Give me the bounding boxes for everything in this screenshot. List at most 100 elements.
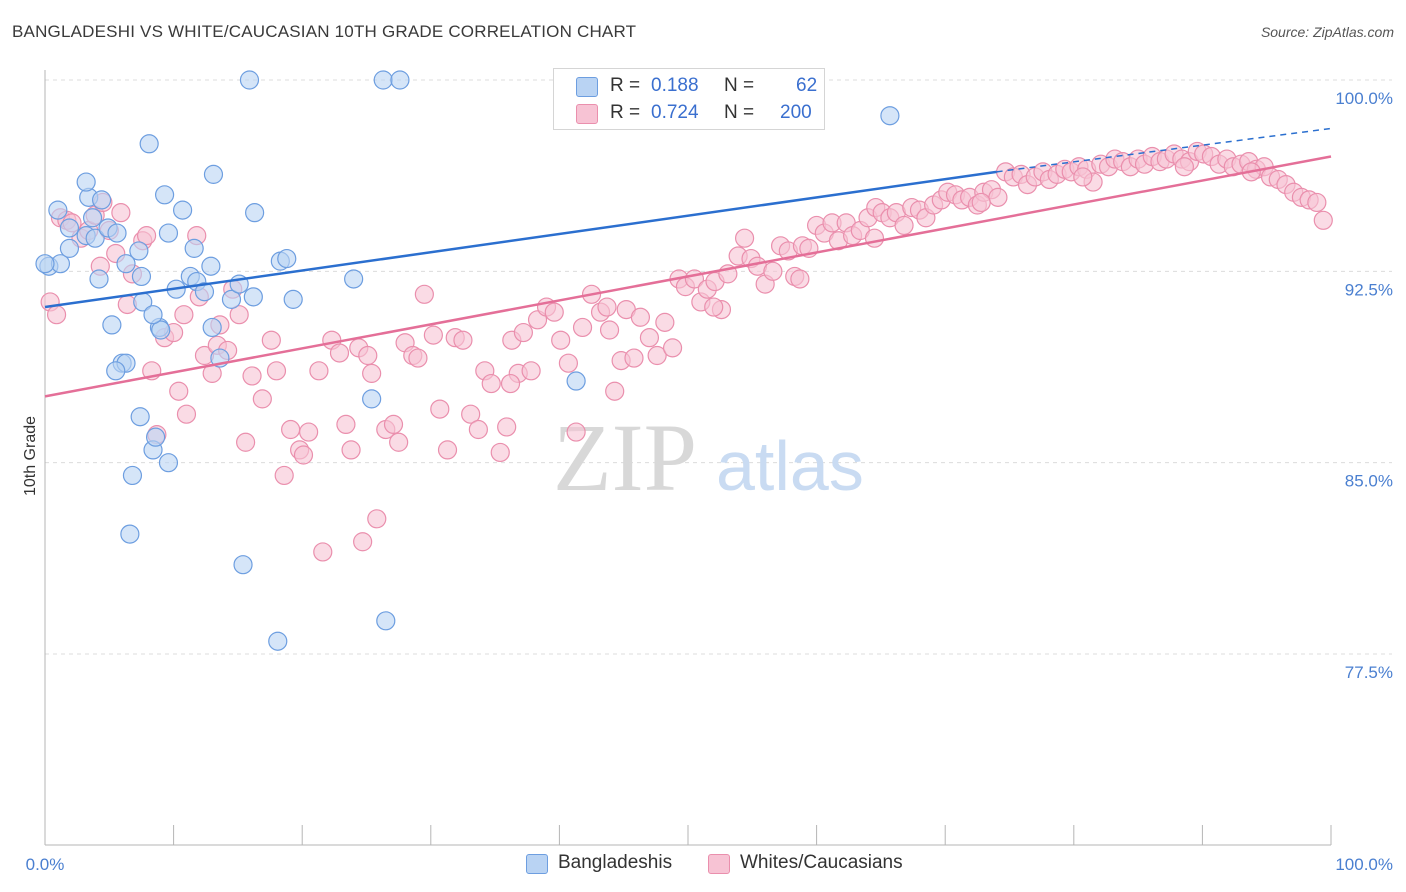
white-caucasian-point <box>453 330 473 350</box>
tick-labels: 100.0% 92.5% 85.0% 77.5% 0.0% 100.0% <box>26 89 1393 874</box>
bangladeshi-point <box>151 320 171 340</box>
bangladeshi-point <box>245 203 265 223</box>
swatch-blue <box>576 77 598 97</box>
r-value: 0.188 <box>651 75 699 96</box>
white-caucasian-point <box>497 417 517 437</box>
bangladeshi-point <box>85 228 105 248</box>
white-caucasian-point <box>605 381 625 401</box>
white-caucasian-point <box>176 404 197 424</box>
x-tick-label: 0.0% <box>26 855 65 874</box>
white-caucasian-point <box>281 419 301 440</box>
white-caucasian-point <box>293 445 314 465</box>
bangladeshi-point <box>35 254 55 274</box>
y-tick-label: 100.0% <box>1335 89 1393 108</box>
white-caucasian-point <box>988 187 1008 207</box>
bangladeshi-trend-line <box>44 170 997 309</box>
bangladeshi-point <box>184 238 204 258</box>
bangladeshi-point <box>120 524 140 544</box>
white-caucasian-point <box>662 338 683 358</box>
white-caucasian-point <box>521 361 541 381</box>
bangladeshi-point <box>373 70 393 90</box>
bangladeshi-point <box>158 223 179 243</box>
bangladeshi-point <box>202 317 222 338</box>
bangladeshi-point <box>107 223 127 243</box>
white-caucasian-point <box>353 532 373 552</box>
bangladeshi-point <box>362 389 382 409</box>
stats-legend: R = 0.188 N = 62 R = 0.724 N = 200 <box>553 68 825 130</box>
white-caucasian-point <box>236 432 256 452</box>
bangladeshi-point <box>158 453 179 473</box>
watermark-zip: ZIP <box>553 404 697 511</box>
n-label: N = <box>724 102 755 123</box>
white-caucasian-point <box>513 322 533 343</box>
bangladeshi-point <box>102 315 122 335</box>
y-tick-label: 92.5% <box>1345 280 1393 299</box>
bangladeshi-point <box>390 70 410 90</box>
white-caucasian-point <box>639 328 660 348</box>
bangladeshi-point <box>91 190 112 210</box>
bangladeshi-point <box>131 266 152 287</box>
x-tick-label: 100.0% <box>1335 855 1393 874</box>
white-caucasian-point <box>734 228 755 248</box>
bangladeshi-point <box>154 185 175 205</box>
white-caucasian-point <box>558 353 579 373</box>
white-caucasian-point <box>647 345 667 366</box>
y-tick-label: 77.5% <box>1345 663 1393 682</box>
bangladeshi-point <box>880 106 900 126</box>
white-caucasian-point <box>971 192 991 213</box>
white-caucasian-point <box>437 440 458 460</box>
bangladeshi-point <box>239 70 260 90</box>
whites-trend-line <box>44 155 1332 398</box>
white-caucasian-point <box>597 297 617 317</box>
white-caucasian-point <box>252 389 272 409</box>
bangladeshi-point <box>283 289 303 309</box>
bangladeshi-point <box>376 611 396 631</box>
axes <box>44 70 1332 846</box>
white-caucasian-point <box>367 509 387 529</box>
white-caucasian-point <box>763 261 783 281</box>
n-value: 62 <box>796 75 818 96</box>
bangladeshi-point <box>344 269 364 289</box>
white-caucasian-point <box>572 317 593 338</box>
bangladeshi-point <box>122 465 143 486</box>
white-caucasian-point <box>336 414 356 434</box>
chart-title: BANGLADESHI VS WHITE/CAUCASIAN 10TH GRAD… <box>12 22 637 41</box>
r-value: 0.724 <box>651 102 699 123</box>
bangladeshi-point <box>89 269 109 289</box>
bangladeshi-point <box>277 248 297 269</box>
white-caucasian-point <box>423 325 443 345</box>
bangladeshi-point <box>106 361 126 381</box>
bangladeshi-point <box>130 407 150 427</box>
white-caucasian-point <box>174 305 194 325</box>
white-caucasian-point <box>299 422 319 442</box>
bangladeshi-point <box>48 200 68 220</box>
bangladeshi-point <box>201 256 221 276</box>
swatch-pink <box>708 854 730 874</box>
white-caucasian-point <box>1174 157 1194 177</box>
white-caucasian-point <box>704 297 724 317</box>
white-caucasian-point <box>169 381 189 401</box>
trend-lines <box>44 127 1332 398</box>
n-label: N = <box>724 75 755 96</box>
chart-source: Source: ZipAtlas.com <box>1260 24 1394 40</box>
white-caucasian-point <box>1313 210 1333 230</box>
white-caucasian-point <box>481 373 501 394</box>
white-caucasian-point <box>309 361 329 381</box>
white-caucasian-point <box>383 414 404 434</box>
series-legend: Bangladeshis Whites/Caucasians <box>0 852 1406 878</box>
white-caucasian-point <box>261 330 281 350</box>
bangladeshi-point <box>145 427 166 447</box>
r-label: R = <box>610 102 641 123</box>
white-caucasian-point <box>894 215 914 236</box>
bangladeshi-point <box>129 241 149 261</box>
white-caucasian-point <box>1307 192 1327 213</box>
y-axis-title: 10th Grade <box>22 416 39 496</box>
white-caucasian-point <box>551 330 571 350</box>
bangladeshi-point <box>268 631 288 651</box>
white-caucasian-point <box>111 203 131 223</box>
white-caucasian-point <box>566 422 586 442</box>
white-caucasian-point <box>389 432 409 452</box>
swatch-blue <box>526 854 548 874</box>
legend-label: Bangladeshis <box>558 852 673 873</box>
